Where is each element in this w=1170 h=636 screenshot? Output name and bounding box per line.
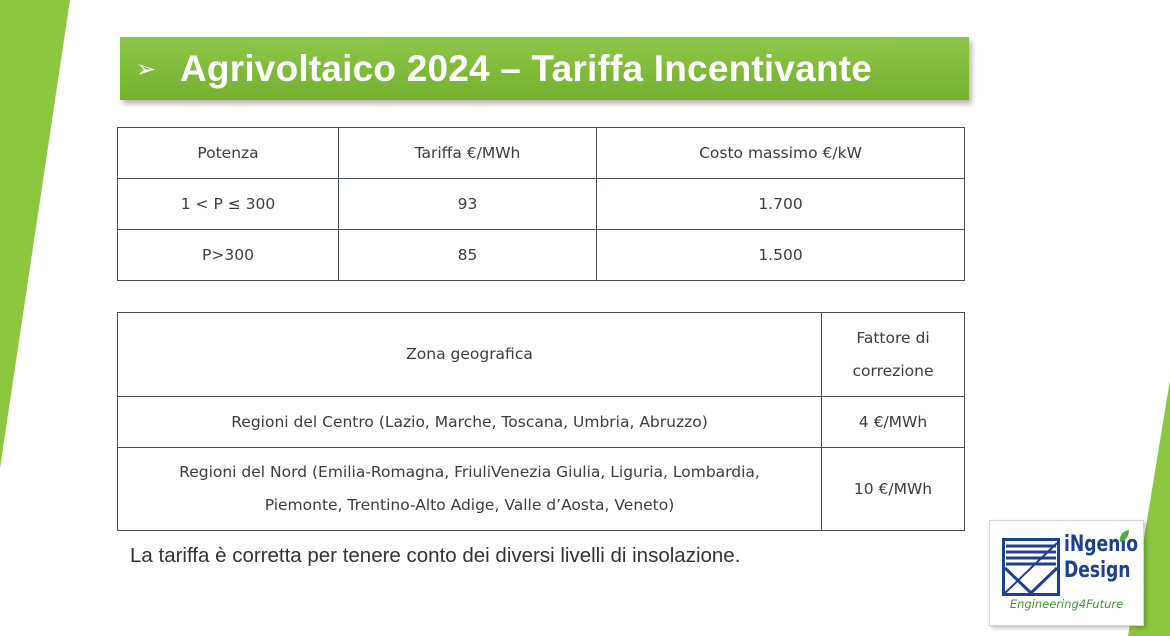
table-cell: Regioni del Centro (Lazio, Marche, Tosca… (117, 396, 822, 448)
table-header-row: Zona geografica Fattore di correzione (117, 312, 965, 397)
table-cell: P>300 (117, 229, 339, 281)
zone-table: Zona geografica Fattore di correzione Re… (117, 312, 965, 531)
tariff-table: Potenza Tariffa €/MWh Costo massimo €/kW… (117, 127, 965, 281)
leaf-icon (1119, 530, 1129, 542)
left-green-stripe (0, 0, 70, 468)
header-cell: Costo massimo €/kW (596, 127, 965, 179)
table-cell: Regioni del Nord (Emilia-Romagna, Friuli… (117, 447, 822, 531)
table-row: 1 < P ≤ 300 93 1.700 (117, 178, 965, 230)
table-row: Regioni del Nord (Emilia-Romagna, Friuli… (117, 447, 965, 531)
table-cell: 1 < P ≤ 300 (117, 178, 339, 230)
table-cell: 85 (338, 229, 597, 281)
footnote-text: La tariffa è corretta per tenere conto d… (130, 544, 741, 567)
header-cell: Zona geografica (117, 312, 822, 397)
table-header-row: Potenza Tariffa €/MWh Costo massimo €/kW (117, 127, 965, 179)
company-logo: iNgenio Design Engineering4Future (989, 520, 1144, 626)
header-cell: Potenza (117, 127, 339, 179)
table-cell: 1.700 (596, 178, 965, 230)
table-cell: 1.500 (596, 229, 965, 281)
table-cell: 93 (338, 178, 597, 230)
header-cell: Fattore di correzione (821, 312, 965, 397)
table-row: P>300 85 1.500 (117, 229, 965, 281)
slide-title: Agrivoltaico 2024 – Tariffa Incentivante (180, 47, 873, 89)
header-cell: Tariffa €/MWh (338, 127, 597, 179)
table-cell: 4 €/MWh (821, 396, 965, 448)
table-cell: 10 €/MWh (821, 447, 965, 531)
title-banner: ➢ Agrivoltaico 2024 – Tariffa Incentivan… (120, 37, 969, 100)
table-row: Regioni del Centro (Lazio, Marche, Tosca… (117, 396, 965, 448)
logo-emblem-icon (1002, 538, 1060, 596)
logo-name-line2: Design (1064, 558, 1131, 583)
logo-tagline: Engineering4Future (1009, 597, 1124, 611)
arrow-bullet-icon: ➢ (136, 54, 157, 83)
